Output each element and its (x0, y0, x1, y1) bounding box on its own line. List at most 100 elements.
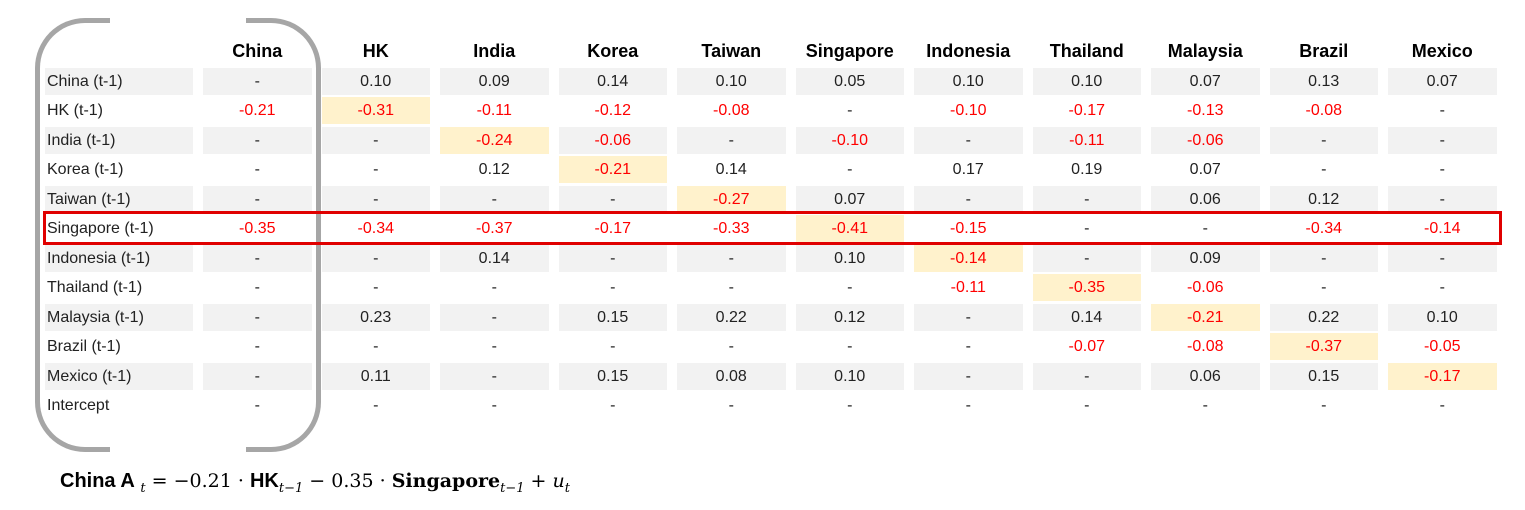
table-cell: - (1032, 185, 1141, 213)
table-cell: -0.27 (677, 185, 786, 213)
table-cell: -0.21 (558, 156, 667, 183)
table-cell: -0.34 (357, 220, 394, 237)
table-cell: 0.15 (1269, 362, 1378, 390)
table-cell: 0.10 (914, 67, 1023, 95)
table-cell: - (254, 279, 260, 296)
table-cell: - (965, 397, 971, 414)
table-cell: - (914, 362, 1023, 390)
row-label: China (t-1) (45, 67, 193, 95)
table-cell: - (847, 397, 853, 414)
column-header: Mexico (1411, 41, 1473, 61)
table-cell: - (610, 338, 616, 355)
table-cell: -0.07 (1068, 338, 1105, 355)
table-cell: - (491, 397, 497, 414)
table-cell: - (373, 397, 379, 414)
table-cell: - (1032, 362, 1141, 390)
table-cell: -0.31 (321, 97, 430, 124)
table-cell: -0.05 (1424, 338, 1461, 355)
table-cell: 0.15 (558, 362, 667, 390)
table-cell: - (558, 185, 667, 213)
equation: China A t = −0.21 · HKt−1 − 0.35 · Singa… (60, 470, 570, 496)
table-cell: - (203, 126, 312, 154)
table-cell: 0.12 (795, 303, 904, 331)
table-cell: - (965, 338, 971, 355)
table-cell: - (1084, 397, 1090, 414)
table-cell: - (728, 279, 734, 296)
table-cell: -0.06 (1187, 279, 1224, 296)
table-cell: -0.21 (1151, 303, 1260, 331)
table-cell: 0.10 (795, 244, 904, 272)
table-cell: 0.06 (1151, 362, 1260, 390)
table-cell: - (728, 338, 734, 355)
table-cell: -0.11 (950, 279, 986, 296)
table-cell: -0.35 (239, 220, 276, 237)
table-cell: 0.10 (1388, 303, 1497, 331)
eq-lhs-sub: t (140, 481, 146, 496)
table-cell: -0.06 (558, 126, 667, 154)
column-header: Taiwan (701, 41, 762, 61)
table-cell: 0.22 (677, 303, 786, 331)
row-label: Singapore (t-1) (47, 220, 154, 237)
column-header: Malaysia (1167, 41, 1243, 61)
table-cell: 0.06 (1151, 185, 1260, 213)
column-header: China (232, 41, 283, 61)
table-cell: - (321, 126, 430, 154)
table-cell: -0.06 (1151, 126, 1260, 154)
table-cell: -0.17 (594, 220, 631, 237)
table-cell: 0.05 (795, 67, 904, 95)
table-cell: -0.37 (1269, 333, 1378, 360)
eq-lhs: China A (60, 470, 135, 492)
table-cell: - (440, 362, 549, 390)
table-cell: 0.19 (1071, 161, 1103, 178)
table-cell: - (677, 244, 786, 272)
column-header: Thailand (1049, 41, 1124, 61)
table-cell: 0.13 (1269, 67, 1378, 95)
table-cell: - (677, 126, 786, 154)
row-label: Mexico (t-1) (45, 362, 193, 390)
table-cell: 0.11 (321, 362, 430, 390)
eq-equals: = −0.21 · (145, 470, 250, 492)
table-cell: 0.14 (558, 67, 667, 95)
table-cell: - (1388, 185, 1497, 213)
table-cell: - (1439, 161, 1445, 178)
eq-op: − 0.35 · (303, 470, 392, 492)
singapore-row-highlight-box (43, 211, 1502, 245)
table-cell: 0.08 (677, 362, 786, 390)
table-cell: - (1269, 126, 1378, 154)
eq-error: u (552, 470, 565, 492)
table-cell: -0.34 (1305, 220, 1342, 237)
table-cell: -0.10 (950, 102, 987, 119)
table-cell: -0.33 (713, 220, 750, 237)
table-cell: -0.08 (713, 102, 750, 119)
table-cell: - (254, 338, 260, 355)
table-cell: - (1084, 220, 1090, 237)
eq-error-sub: t (564, 481, 570, 496)
table-cell: -0.08 (1305, 102, 1342, 119)
table-cell: - (847, 279, 853, 296)
row-label: Thailand (t-1) (47, 279, 143, 296)
table-cell: - (1032, 244, 1141, 272)
table-cell: -0.13 (1187, 102, 1224, 119)
eq-singapore-sub: t−1 (500, 481, 525, 496)
table-cell: -0.12 (594, 102, 631, 119)
table-cell: 0.14 (1032, 303, 1141, 331)
table-cell: - (1321, 161, 1327, 178)
row-label: Brazil (t-1) (47, 338, 121, 355)
table-cell: - (440, 185, 549, 213)
eq-plus: + (524, 470, 553, 492)
column-header: Indonesia (926, 41, 1011, 61)
table-cell: - (1439, 397, 1445, 414)
table-cell: - (1321, 279, 1327, 296)
table-cell: 0.10 (677, 67, 786, 95)
table-cell: 0.09 (440, 67, 549, 95)
table-cell: 0.15 (558, 303, 667, 331)
left-bracket (35, 18, 110, 452)
table-cell: - (203, 303, 312, 331)
table-cell: 0.07 (1151, 67, 1260, 95)
row-label: Malaysia (t-1) (45, 303, 193, 331)
table-cell: - (254, 397, 260, 414)
table-cell: -0.11 (476, 102, 512, 119)
table-cell: - (728, 397, 734, 414)
table-cell: - (914, 303, 1023, 331)
row-label: Intercept (47, 397, 110, 414)
